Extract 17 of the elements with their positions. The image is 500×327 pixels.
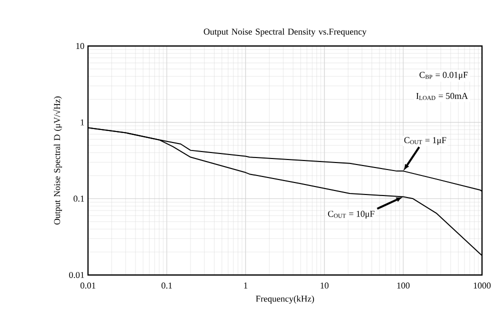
annotation: C$_{BP}$ = 0.01μF — [420, 72, 468, 80]
y-tick-label: 0.01 — [69, 272, 84, 278]
x-tick-label: 1 — [244, 282, 248, 288]
annotation: C$_{OUT}$ = 1μF — [404, 137, 446, 145]
y-tick-label: 0.1 — [74, 196, 84, 202]
y-tick-label: 1 — [80, 119, 84, 126]
y-axis-title: Output Noise Spectral D (μV/√Hz) — [52, 96, 62, 225]
annotation: I$_{LOAD}$ = 50mA — [416, 92, 468, 100]
x-tick-label: 1000 — [474, 282, 491, 289]
x-axis-title: Frequency(kHz) — [256, 295, 314, 304]
chart-title: Output Noise Spectral Density vs.Frequency — [204, 28, 367, 37]
y-tick-label: 10 — [76, 42, 84, 50]
x-tick-label: 10 — [320, 282, 329, 289]
x-tick-label: 0.01 — [80, 282, 96, 289]
annotation: C$_{OUT}$ = 10μF — [328, 210, 374, 219]
x-tick-label: 100 — [397, 282, 410, 289]
x-tick-label: 0.1 — [162, 282, 172, 289]
